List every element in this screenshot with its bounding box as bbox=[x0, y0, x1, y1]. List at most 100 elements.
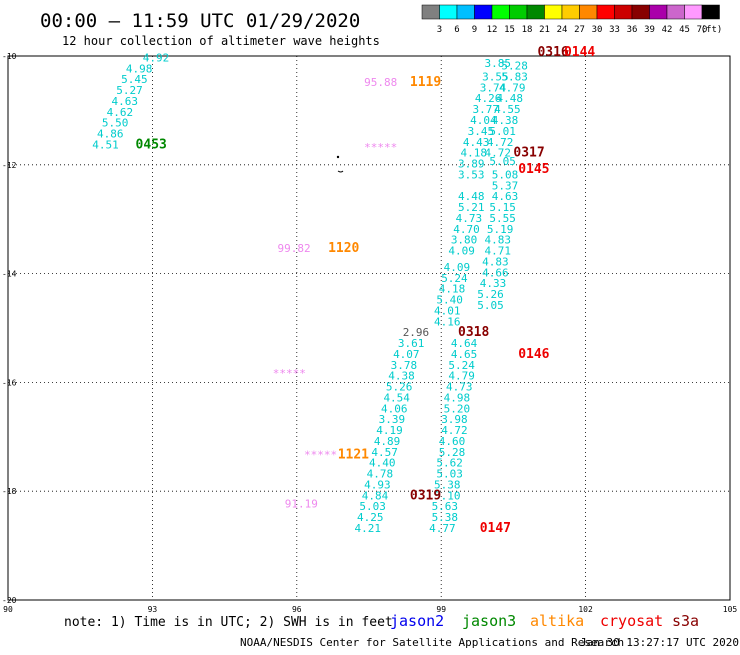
wave-height-value: 4.72 bbox=[485, 147, 512, 160]
colorbar-swatch bbox=[561, 4, 580, 20]
wave-height-value: 91.19 bbox=[285, 498, 318, 511]
grid-lines bbox=[8, 56, 730, 600]
wave-height-value: 5.08 bbox=[492, 168, 519, 181]
wave-height-value: 4.21 bbox=[355, 522, 382, 535]
x-tick-label: 93 bbox=[148, 605, 158, 614]
wave-height-value: 5.45 bbox=[121, 73, 148, 86]
wave-height-value: 5.03 bbox=[436, 468, 463, 481]
wave-height-value: 5.28 bbox=[501, 60, 528, 73]
footer-credit: NOAA/NESDIS Center for Satellite Applica… bbox=[240, 636, 624, 649]
wave-height-value: 4.92 bbox=[143, 51, 170, 64]
wave-height-value: 4.73 bbox=[446, 381, 473, 394]
wave-height-value: 4.48 bbox=[458, 190, 485, 203]
wave-height-value: 4.55 bbox=[494, 103, 521, 116]
plot-frame bbox=[7, 55, 731, 601]
colorbar-swatch bbox=[684, 4, 703, 20]
colorbar-swatch bbox=[421, 4, 440, 20]
colorbar-swatch bbox=[526, 4, 545, 20]
wave-height-value: 5.38 bbox=[434, 478, 461, 491]
wave-height-value: 3.77 bbox=[472, 103, 499, 116]
wave-height-value: 4.89 bbox=[374, 435, 401, 448]
wave-height-value: 4.70 bbox=[453, 223, 480, 236]
x-tick-label: 102 bbox=[578, 605, 593, 614]
wave-height-value: 4.64 bbox=[451, 337, 478, 350]
wave-height-value: 3.45 bbox=[468, 125, 495, 138]
wave-height-value: 5.20 bbox=[444, 402, 471, 415]
wave-height-value: 4.62 bbox=[107, 106, 134, 119]
pass-time-label: 0319 bbox=[410, 488, 441, 503]
wave-height-value: 4.18 bbox=[439, 283, 466, 296]
wave-height-value: 5.63 bbox=[432, 500, 459, 513]
wave-height-value: 4.54 bbox=[383, 391, 410, 404]
y-axis-ticks: -10 -12 -14 -16 -18 -20 bbox=[2, 52, 17, 605]
wave-height-value: 4.84 bbox=[362, 489, 389, 502]
pass-time-label: 0146 bbox=[518, 347, 549, 362]
wave-height-value: 4.72 bbox=[441, 424, 468, 437]
wave-height-value: 3.80 bbox=[451, 234, 478, 247]
legend-cryosat: cryosat bbox=[600, 612, 663, 630]
wave-height-value: 5.62 bbox=[436, 457, 463, 470]
pass-time-label: 0317 bbox=[513, 146, 544, 161]
colorbar-tick: 27 bbox=[574, 25, 585, 35]
wave-height-value: 5.28 bbox=[439, 446, 466, 459]
colorbar-swatch bbox=[579, 4, 598, 20]
y-tick-label: -12 bbox=[2, 161, 17, 170]
wave-height-value: 5.19 bbox=[487, 223, 513, 236]
wave-height-value: 4.60 bbox=[439, 435, 466, 448]
wave-height-value: 4.98 bbox=[126, 62, 153, 75]
wave-height-value: 4.07 bbox=[393, 348, 420, 361]
wave-height-value: 4.86 bbox=[97, 128, 124, 141]
wave-height-value: 4.33 bbox=[480, 277, 507, 290]
wave-height-value: 5.15 bbox=[489, 201, 516, 214]
wave-height-value: 5.40 bbox=[436, 294, 463, 307]
pass-time-label: 1120 bbox=[328, 241, 359, 256]
wave-height-value: 4.06 bbox=[381, 402, 408, 415]
colorbar-tick: 3 bbox=[437, 25, 442, 35]
wave-height-value: 4.51 bbox=[92, 138, 119, 151]
x-tick-label: 105 bbox=[723, 605, 738, 614]
wave-height-value: ***** bbox=[364, 141, 397, 154]
colorbar-swatch bbox=[614, 4, 633, 20]
wave-height-value: 3.61 bbox=[398, 337, 425, 350]
wave-height-value: 4.71 bbox=[485, 245, 512, 258]
wave-height-value: 4.66 bbox=[482, 266, 509, 279]
colorbar-tick: 39 bbox=[644, 25, 655, 35]
wave-height-value: 4.48 bbox=[497, 92, 524, 105]
y-tick-label: -20 bbox=[2, 596, 17, 605]
wave-height-value: 4.01 bbox=[434, 304, 461, 317]
wave-height-value: 5.10 bbox=[434, 489, 461, 502]
x-axis-ticks: 90 93 96 99 102 105 bbox=[3, 605, 737, 614]
wave-height-value: 4.78 bbox=[367, 468, 394, 481]
legend-altika: altika bbox=[530, 612, 584, 630]
pass-time-label: 0145 bbox=[518, 162, 549, 177]
colorbar-swatch bbox=[701, 4, 720, 20]
colorbar-legend: 3 6 9 12 15 18 21 24 27 30 33 36 39 42 45 70(ft) bbox=[421, 4, 722, 35]
wave-height-value: 4.63 bbox=[111, 95, 138, 108]
wave-height-value: 4.83 bbox=[482, 255, 509, 268]
wave-height-value: 4.38 bbox=[492, 114, 519, 127]
wave-height-value: 4.40 bbox=[369, 457, 396, 470]
colorbar-swatch bbox=[666, 4, 685, 20]
colorbar-swatch bbox=[509, 4, 528, 20]
wave-height-value: 4.79 bbox=[448, 370, 475, 383]
colorbar-tick: 9 bbox=[472, 25, 477, 35]
wave-height-value: 3.39 bbox=[379, 413, 406, 426]
pass-time-label: 0147 bbox=[480, 521, 511, 536]
y-tick-label: -18 bbox=[2, 487, 17, 496]
wave-height-value: 3.55 bbox=[482, 70, 509, 83]
wave-height-value: 4.09 bbox=[448, 245, 475, 258]
colorbar-swatch bbox=[491, 4, 510, 20]
colorbar-swatch bbox=[649, 4, 668, 20]
satellite-legend: jason2 jason3 altika cryosat s3a bbox=[390, 612, 699, 630]
pass-time-label: 0144 bbox=[564, 45, 595, 60]
colorbar-swatch bbox=[596, 4, 615, 20]
wave-height-value: 5.05 bbox=[489, 155, 516, 168]
chart-subtitle: 12 hour collection of altimeter wave hei… bbox=[62, 34, 380, 48]
wave-height-value: 4.43 bbox=[463, 136, 490, 149]
wave-height-value: 4.57 bbox=[371, 446, 398, 459]
colorbar-tick: 70 bbox=[697, 25, 708, 35]
colorbar-swatch bbox=[456, 4, 475, 20]
legend-jason3: jason3 bbox=[462, 612, 516, 630]
